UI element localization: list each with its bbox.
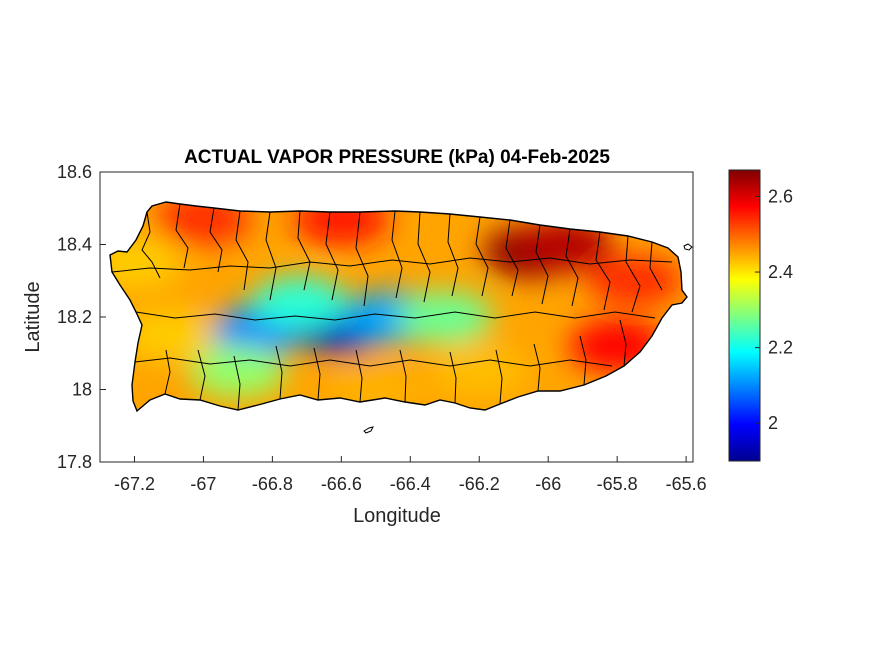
x-axis-ticks: -67.2 -67 -66.8 -66.6 -66.4 -66.2 -66 -65.8 -65.… (114, 456, 707, 494)
municipality-border (313, 347, 321, 401)
municipality-border (209, 207, 223, 273)
colorbar-ticks: 2 2.2 2.4 2.6 (755, 186, 793, 433)
colorbar-tick-label: 2.4 (768, 262, 793, 282)
chart-title: ACTUAL VAPOR PRESSURE (kPa) 04-Feb-2025 (184, 147, 610, 168)
y-tick-label: 17.8 (57, 452, 92, 472)
x-tick-label: -66.8 (252, 474, 293, 494)
value-region (586, 254, 683, 307)
municipality-border (565, 228, 579, 307)
municipality-border (235, 210, 249, 291)
municipality-border (449, 351, 457, 404)
municipality-boundaries (111, 203, 673, 411)
value-region (251, 276, 348, 329)
x-tick-label: -66.4 (390, 474, 431, 494)
municipality-border (141, 211, 161, 279)
value-region (189, 345, 286, 398)
x-tick-label: -66.2 (459, 474, 500, 494)
municipality-border (355, 211, 369, 307)
municipality-border (275, 345, 283, 400)
municipality-border (135, 311, 656, 321)
municipality-border (134, 357, 613, 367)
y-tick-label: 18.4 (57, 235, 92, 255)
municipality-border (533, 343, 541, 392)
x-tick-label: -65.6 (666, 474, 707, 494)
x-tick-label: -65.8 (597, 474, 638, 494)
x-tick-label: -67 (190, 474, 216, 494)
y-tick-label: 18 (72, 380, 92, 400)
municipality-border (447, 213, 459, 297)
colorbar (728, 169, 761, 462)
value-region (120, 309, 217, 362)
x-tick-label: -67.2 (114, 474, 155, 494)
municipality-border (495, 349, 503, 405)
municipality-border (111, 257, 673, 273)
municipality-border (625, 235, 641, 313)
municipality-border (391, 210, 403, 299)
east-islet (683, 243, 693, 251)
y-axis-ticks: 17.8 18 18.2 18.4 18.6 (57, 162, 106, 472)
value-region (396, 291, 493, 343)
municipality-border (175, 203, 189, 269)
municipality-border (325, 211, 339, 301)
municipality-border (297, 210, 311, 291)
value-region (431, 345, 528, 398)
municipality-border (505, 219, 519, 297)
x-tick-label: -66 (535, 474, 561, 494)
x-axis-label: Longitude (353, 505, 441, 527)
y-axis-label: Latitude (22, 281, 44, 352)
municipality-border (595, 231, 611, 311)
colorbar-tick-label: 2.6 (768, 186, 793, 206)
municipality-border (535, 224, 549, 305)
municipality-border (417, 211, 431, 303)
colorbar-tick-label: 2 (768, 413, 778, 433)
municipality-border (619, 319, 627, 367)
municipality-border (355, 349, 363, 403)
y-tick-label: 18.2 (57, 307, 92, 327)
municipality-border (399, 349, 407, 403)
municipality-border (197, 349, 206, 401)
caja-de-muertos-islet (363, 426, 374, 434)
municipality-border (579, 335, 587, 386)
y-tick-label: 18.6 (57, 162, 92, 182)
municipality-border (233, 355, 241, 411)
municipality-border (475, 216, 489, 297)
x-tick-label: -66.6 (321, 474, 362, 494)
municipality-border (164, 349, 171, 395)
municipality-border (265, 211, 277, 301)
colorbar-tick-label: 2.2 (768, 338, 793, 358)
municipality-border (649, 241, 663, 291)
